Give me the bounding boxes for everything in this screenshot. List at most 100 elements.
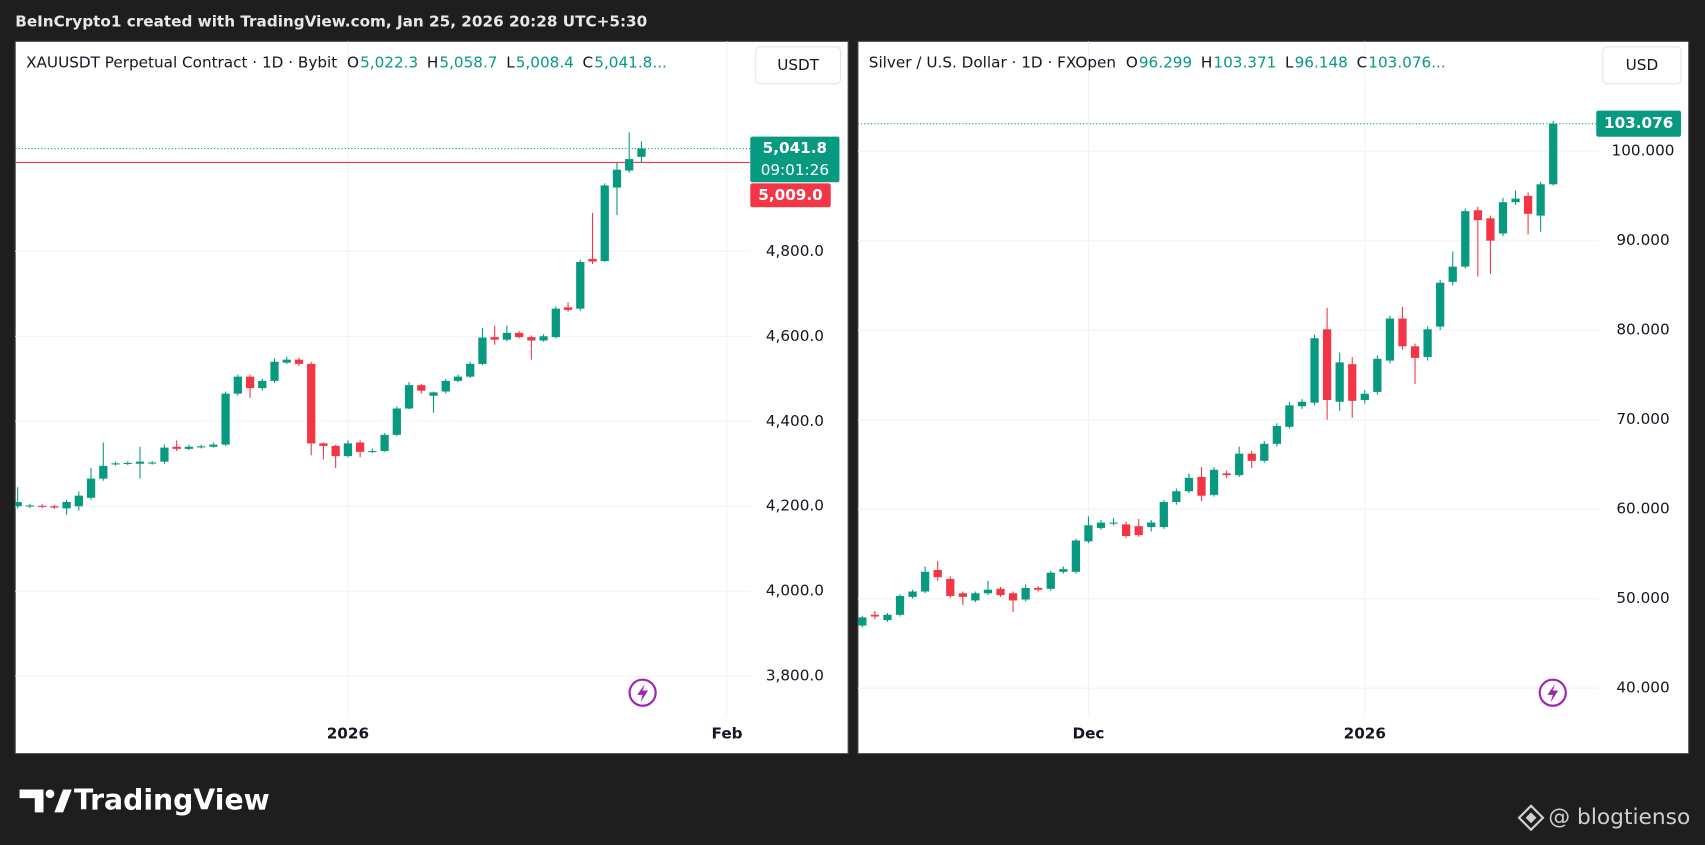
candle-body xyxy=(453,376,463,381)
y-tick-label: 90.000 xyxy=(1616,231,1669,249)
candle-body xyxy=(1109,522,1118,524)
candle-body xyxy=(551,308,560,338)
candle-body xyxy=(1222,473,1231,476)
y-tick-label: 4,200.0 xyxy=(766,497,824,515)
y-tick-label: 4,000.0 xyxy=(766,582,824,600)
x-tick-label: Dec xyxy=(1072,725,1104,743)
x-tick-label: 2026 xyxy=(1344,725,1386,743)
y-tick-label: 3,800.0 xyxy=(766,667,824,685)
candle-body xyxy=(1498,202,1508,234)
candle-body xyxy=(245,376,255,389)
candle-body xyxy=(355,442,365,452)
candle-body xyxy=(1473,210,1482,221)
lightning-icon[interactable] xyxy=(1538,678,1567,707)
candle-body xyxy=(908,591,917,597)
symbol-title: XAUUSDT Perpetual Contract · 1D · Bybit xyxy=(26,54,337,72)
candle-body xyxy=(258,380,267,389)
candle-body xyxy=(895,595,905,615)
candle-body xyxy=(983,589,993,594)
countdown: 09:01:26 xyxy=(761,161,829,179)
candle-body xyxy=(1197,476,1206,496)
candle-body xyxy=(1398,318,1407,347)
watermark-icon xyxy=(1517,804,1545,832)
candle-body xyxy=(270,361,279,381)
candle-body xyxy=(1523,195,1533,214)
lightning-icon[interactable] xyxy=(628,678,657,707)
candle-body xyxy=(1297,401,1307,407)
candle-body xyxy=(1285,405,1294,427)
candle-body xyxy=(15,501,22,507)
candle-body xyxy=(160,447,169,462)
candle-body xyxy=(62,501,71,509)
candle-body xyxy=(172,446,181,449)
candle-body xyxy=(1461,211,1470,267)
y-tick-label: 70.000 xyxy=(1616,410,1669,428)
candle-body xyxy=(921,571,930,592)
candle-body xyxy=(478,337,487,364)
candle-body xyxy=(1549,123,1558,185)
candle-body xyxy=(368,451,377,453)
candle-body xyxy=(527,337,536,341)
candle-body xyxy=(1096,522,1106,528)
candle-body xyxy=(502,332,512,340)
legend-key: O xyxy=(1126,54,1138,72)
candle-body xyxy=(417,385,426,391)
candle-body xyxy=(971,593,980,601)
candle-body xyxy=(1184,477,1194,492)
legend-value: 103.076... xyxy=(1368,54,1445,72)
chart: 40.000 50.000 60.000 70.000 80.000 90.000 100.… xyxy=(857,41,1682,743)
candle-body xyxy=(282,359,291,363)
legend-key: O xyxy=(347,54,359,72)
candle-body xyxy=(870,614,880,617)
candle-body xyxy=(996,588,1005,596)
candle-body xyxy=(74,495,83,507)
currency-button[interactable] xyxy=(755,46,842,85)
candle-body xyxy=(1511,198,1520,203)
plot-area xyxy=(857,121,1599,628)
candle-body xyxy=(576,261,585,309)
x-tick-label: Feb xyxy=(712,725,743,743)
last-price-label: 5,041.8 xyxy=(763,139,828,157)
candle-body xyxy=(1486,218,1495,241)
last-price-box xyxy=(750,136,840,183)
candle-body xyxy=(99,465,108,479)
pane xyxy=(14,40,849,755)
alert-price-label: 5,009.0 xyxy=(758,186,823,204)
candle-body xyxy=(441,380,450,392)
candle-body xyxy=(404,385,414,409)
watermark: @ blogtienso xyxy=(1548,805,1690,830)
candle-body xyxy=(1410,346,1420,358)
candle-body xyxy=(1423,329,1432,358)
candle-body xyxy=(600,185,609,262)
candle-body xyxy=(184,446,194,449)
candle-body xyxy=(1448,266,1457,282)
legend-key: L xyxy=(506,54,515,72)
legend-value: 5,022.3 xyxy=(360,54,418,72)
candle-body xyxy=(514,332,524,338)
currency-button[interactable] xyxy=(1602,46,1682,85)
candle-body xyxy=(1008,593,1018,601)
candle-body xyxy=(25,505,35,507)
candle-body xyxy=(1235,453,1244,476)
last-price-label: 103.076 xyxy=(1604,114,1673,132)
candle-body xyxy=(123,462,132,464)
candle-body xyxy=(1436,282,1445,327)
candle-body xyxy=(1335,362,1344,402)
candle-body xyxy=(1536,184,1545,216)
candle-body xyxy=(392,408,401,435)
y-tick-label: 40.000 xyxy=(1616,679,1669,697)
candle-body xyxy=(1059,569,1068,572)
candle-body xyxy=(1360,393,1369,400)
candle-body xyxy=(50,506,59,508)
legend-key: C xyxy=(1357,54,1368,72)
currency-label: USDT xyxy=(777,56,820,74)
legend-key: C xyxy=(583,54,594,72)
legend-value: 103.371 xyxy=(1213,54,1276,72)
candle-body xyxy=(858,617,867,626)
candle-body xyxy=(196,446,206,448)
candle-body xyxy=(380,434,389,452)
candle-body xyxy=(1121,524,1131,537)
candle-body xyxy=(148,462,157,464)
candle-body xyxy=(1071,540,1081,572)
y-tick-label: 100.000 xyxy=(1612,142,1675,160)
